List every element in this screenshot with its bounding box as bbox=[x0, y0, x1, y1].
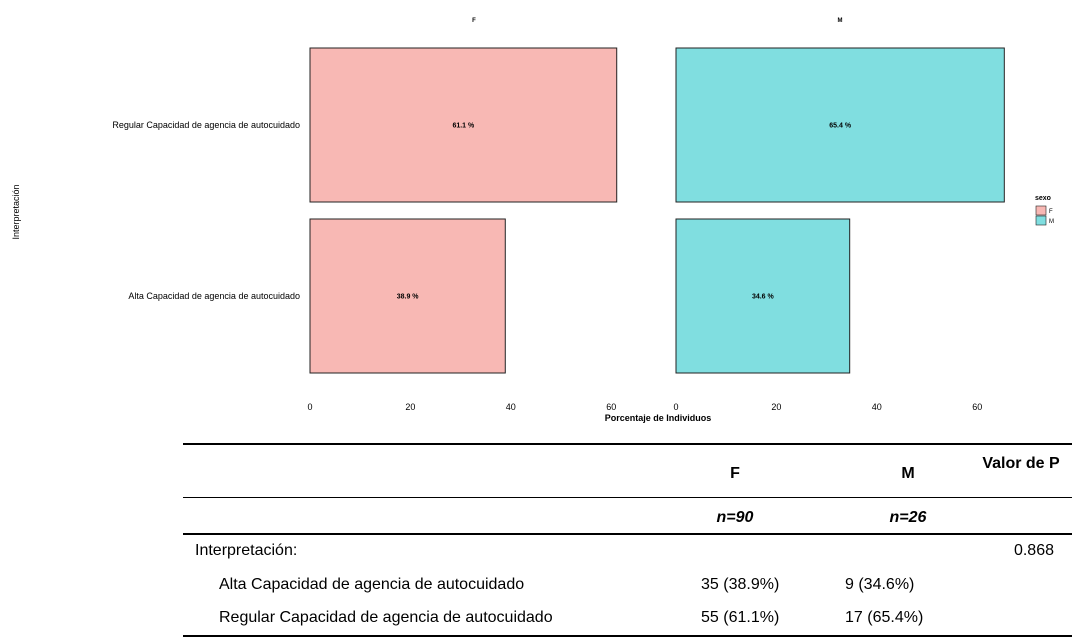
bar-data-label: 34.6 % bbox=[752, 294, 775, 301]
row-f-value: 35 (38.9%) bbox=[701, 576, 780, 593]
x-axis-label: Porcentaje de Individuos bbox=[605, 413, 712, 423]
bar-f-1 bbox=[309, 218, 506, 374]
legend-swatch-f bbox=[1035, 205, 1047, 216]
y-category-label: Regular Capacidad de agencia de autocuid… bbox=[112, 120, 300, 130]
x-tick-label: 20 bbox=[771, 402, 781, 412]
legend-swatch-m bbox=[1035, 215, 1047, 226]
x-tick-label: 0 bbox=[673, 402, 678, 412]
n-f: n=90 bbox=[716, 509, 754, 526]
y-category-label: Alta Capacidad de agencia de autocuidado bbox=[128, 291, 300, 301]
bar-data-label: 61.1 % bbox=[452, 123, 475, 130]
table-mid-rule bbox=[183, 533, 1072, 535]
row-label: Regular Capacidad de agencia de autocuid… bbox=[219, 609, 553, 626]
facet-title-f: F bbox=[472, 18, 476, 24]
n-m: n=26 bbox=[889, 509, 927, 526]
bar-data-label: 38.9 % bbox=[397, 294, 420, 301]
summary-table: F M Valor de P n=90 n=26 Interpretación:… bbox=[183, 443, 1072, 639]
row-m-value: 9 (34.6%) bbox=[845, 576, 915, 593]
x-tick-label: 20 bbox=[405, 402, 415, 412]
facet-title-m: M bbox=[838, 18, 843, 24]
row-f-value: 55 (61.1%) bbox=[701, 609, 780, 626]
bar-m-1 bbox=[675, 218, 851, 374]
bar-data-label: 65.4 % bbox=[829, 123, 852, 130]
table-bottom-rule bbox=[183, 635, 1072, 637]
table-top-rule bbox=[183, 443, 1072, 445]
legend-label-m: M bbox=[1049, 219, 1054, 225]
x-tick-label: 0 bbox=[307, 402, 312, 412]
x-tick-label: 60 bbox=[972, 402, 982, 412]
legend: sexo FM bbox=[1035, 195, 1054, 226]
p-value: 0.868 bbox=[1013, 542, 1054, 559]
bar-m-0 bbox=[675, 47, 1005, 203]
legend-label-f: F bbox=[1049, 209, 1053, 215]
x-tick-label: 40 bbox=[506, 402, 516, 412]
legend-title: sexo bbox=[1035, 195, 1051, 202]
row-label: Alta Capacidad de agencia de autocuidado bbox=[219, 576, 525, 593]
x-tick-label: 40 bbox=[872, 402, 882, 412]
header-m: M bbox=[901, 465, 915, 482]
section-label: Interpretación: bbox=[195, 542, 298, 559]
row-m-value: 17 (65.4%) bbox=[845, 609, 924, 626]
bar-f-0 bbox=[309, 47, 618, 203]
table-header-rule bbox=[183, 497, 1072, 498]
header-f: F bbox=[730, 465, 740, 482]
header-p-value: Valor de P bbox=[982, 455, 1060, 472]
y-axis-label: Interpretación bbox=[11, 184, 21, 239]
x-tick-label: 60 bbox=[606, 402, 616, 412]
